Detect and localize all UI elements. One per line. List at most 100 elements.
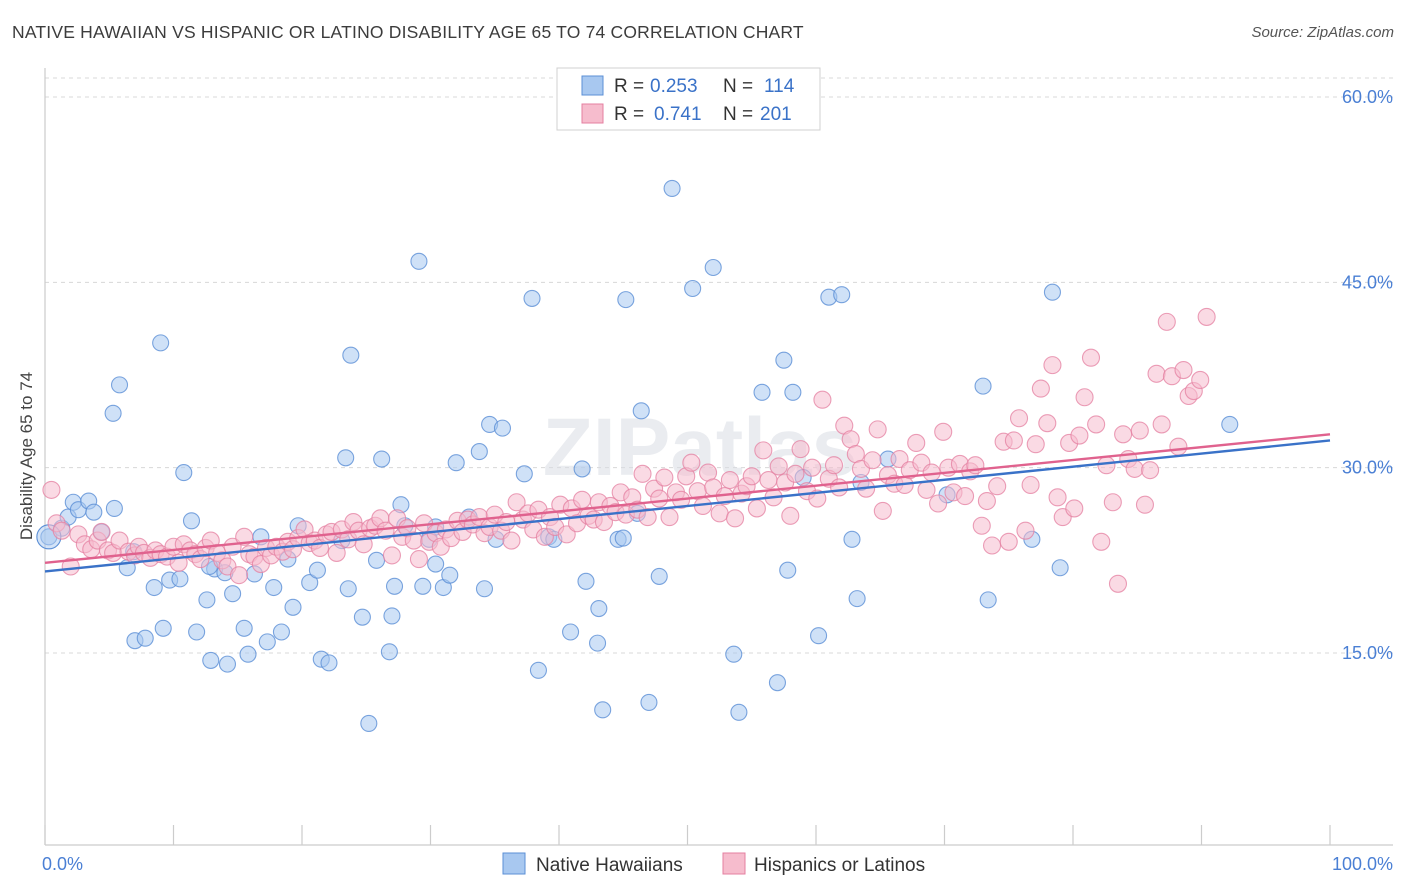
hispanic-point: [1152, 415, 1171, 434]
hispanic-point: [235, 527, 254, 546]
series-legend: Native Hawaiians Hispanics or Latinos: [502, 852, 925, 876]
hispanic-point: [863, 451, 882, 470]
hispanic-point: [382, 546, 402, 565]
hispanic-point: [507, 493, 526, 512]
native-hawaiian-point: [470, 443, 488, 461]
native-hawaiian-point: [272, 623, 290, 641]
hispanic-point: [747, 499, 766, 518]
hispanic-point: [1114, 425, 1133, 444]
hispanic-point: [1197, 307, 1216, 326]
axes: [44, 68, 1393, 846]
native-hawaiian-point: [562, 623, 580, 641]
native-hawaiian-point: [104, 404, 122, 422]
hispanic-point: [92, 522, 111, 541]
hispanic-point: [52, 521, 71, 540]
hispanic-point: [720, 470, 739, 490]
hispanic-point: [929, 494, 948, 513]
hispanic-point: [1009, 409, 1029, 428]
native-hawaiian-point: [380, 643, 398, 661]
native-hawaiian-point: [577, 572, 595, 590]
native-hawaiian-point: [573, 460, 591, 478]
hispanic-point: [1092, 532, 1111, 551]
y-tick-label-60: 60.0%: [1342, 87, 1393, 107]
series-legend-swatch-pink[interactable]: [722, 852, 746, 875]
y-axis-title: Disability Age 65 to 74: [17, 372, 36, 540]
hispanic-point: [803, 458, 822, 477]
native-hawaiian-point: [810, 627, 828, 645]
native-hawaiian-point: [848, 590, 866, 608]
native-hawaiian-point: [663, 179, 681, 197]
hispanic-point: [1026, 435, 1045, 454]
native-hawaiian-point: [617, 291, 635, 309]
native-hawaiian-point: [833, 286, 851, 304]
hispanic-point: [1031, 379, 1050, 398]
hispanic-point: [573, 490, 592, 509]
hispanic-point: [830, 478, 849, 497]
hispanic-point: [1108, 574, 1128, 593]
hispanic-point: [754, 441, 773, 460]
native-hawaiian-point: [588, 634, 607, 652]
native-hawaiian-point: [152, 334, 170, 352]
hispanic-point: [873, 501, 892, 520]
series-legend-label-native-hawaiians[interactable]: Native Hawaiians: [536, 855, 683, 876]
hispanic-point: [557, 525, 576, 544]
native-hawaiians-trend-line: [44, 439, 1331, 573]
native-hawaiian-point: [265, 578, 283, 597]
native-hawaiian-point: [320, 654, 338, 672]
series-legend-swatch-blue[interactable]: [502, 852, 526, 875]
hispanic-point: [786, 464, 805, 483]
hispanic-point: [977, 491, 996, 511]
hispanic-point: [42, 480, 61, 499]
native-hawaiian-point: [650, 567, 668, 585]
hispanic-point: [1097, 456, 1116, 475]
native-hawaiian-point: [110, 376, 129, 394]
hispanic-point: [1021, 475, 1040, 495]
hispanic-point: [1135, 495, 1155, 514]
hispanic-point: [1016, 521, 1035, 540]
hispanic-point: [1070, 426, 1089, 445]
native-hawaiian-point: [383, 607, 401, 625]
native-hawaiian-point: [171, 570, 189, 588]
legend-r-label-1: R =: [614, 76, 644, 97]
x-tick-label-max: 100.0%: [1332, 854, 1393, 874]
native-hawaiian-point: [239, 645, 257, 663]
hispanic-point: [1147, 364, 1166, 383]
native-hawaiian-point: [202, 651, 220, 669]
native-hawaiian-point: [704, 258, 722, 277]
hispanic-point: [61, 557, 80, 576]
hispanic-point: [917, 480, 936, 499]
native-hawaiian-point: [1051, 559, 1069, 577]
hispanic-point: [988, 477, 1007, 496]
hispanic-point: [781, 506, 800, 525]
native-hawaiian-point: [1221, 415, 1239, 433]
hispanic-point: [956, 487, 975, 506]
hispanic-point: [1075, 388, 1094, 407]
hispanic-point: [229, 566, 249, 585]
native-hawaiian-point: [590, 599, 608, 618]
hispanic-point: [1087, 415, 1106, 434]
legend-n-value-1: 114: [764, 76, 795, 97]
native-hawaiian-point: [224, 585, 242, 603]
native-hawaiian-point: [768, 674, 787, 692]
native-hawaiian-point: [684, 279, 702, 298]
source-label[interactable]: Source: ZipAtlas.com: [1251, 24, 1394, 41]
hispanic-point: [1043, 356, 1062, 375]
hispanic-point: [327, 543, 346, 562]
legend-n-label-2: N =: [723, 104, 753, 125]
native-hawaiian-point: [337, 449, 355, 467]
native-hawaiian-point: [175, 464, 193, 482]
hispanic-point: [710, 504, 729, 523]
hispanics-trend-line: [44, 433, 1331, 564]
hispanic-point: [813, 390, 832, 409]
native-hawaiian-point: [182, 512, 201, 530]
hispanic-point: [660, 508, 679, 527]
series-legend-label-hispanics[interactable]: Hispanics or Latinos: [754, 855, 925, 876]
native-hawaiian-point: [385, 577, 404, 595]
x-tick-label-min: 0.0%: [42, 854, 83, 874]
hispanic-point: [791, 440, 810, 459]
hispanic-point: [725, 509, 745, 528]
hispanics-points: [42, 307, 1216, 593]
y-tick-labels: 15.0% 30.0% 45.0% 60.0%: [1342, 87, 1393, 663]
native-hawaiian-point: [342, 346, 360, 364]
